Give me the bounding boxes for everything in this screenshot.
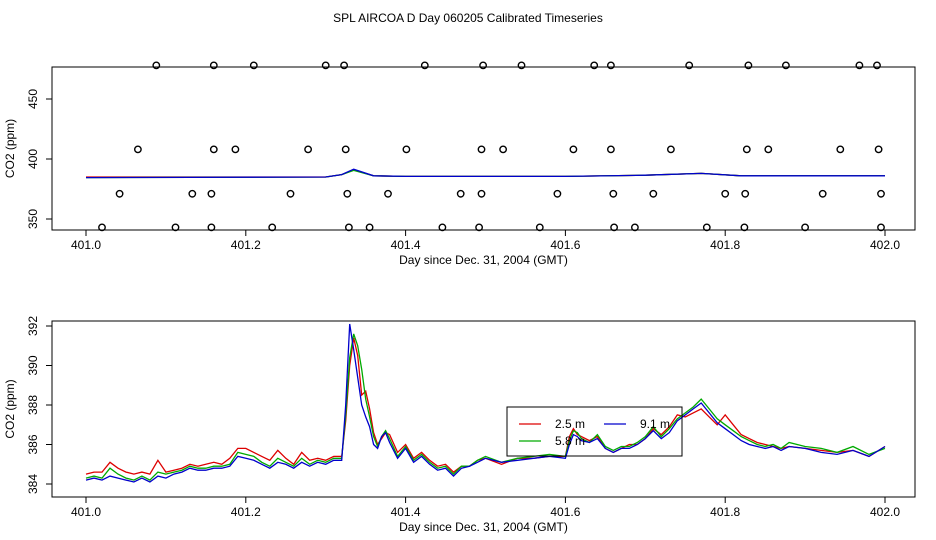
legend-label: 2.5 m xyxy=(555,417,585,431)
scatter-point xyxy=(742,145,751,154)
scatter-point xyxy=(249,61,258,70)
x-axis-label: Day since Dec. 31, 2004 (GMT) xyxy=(399,520,568,534)
series-line-9-1-m xyxy=(85,323,886,483)
x-tick-label: 401.0 xyxy=(71,238,101,252)
scatter-point xyxy=(607,61,615,70)
scatter-point xyxy=(438,223,447,232)
scatter-point xyxy=(631,223,639,232)
legend-label: 9.1 m xyxy=(640,417,670,431)
scatter-point xyxy=(344,223,353,232)
x-tick-label: 401.2 xyxy=(231,238,261,252)
scatter-point xyxy=(340,61,348,70)
scatter-point xyxy=(553,189,562,198)
scatter-point xyxy=(479,61,487,70)
y-tick-label: 386 xyxy=(26,434,40,454)
scatter-point xyxy=(384,189,392,198)
top-plot: 401.0 401.2 401.4 401.6 401.8 402.0 350 400 450 D… xyxy=(3,61,916,267)
scatter-point xyxy=(152,61,161,70)
scatter-point xyxy=(721,189,730,198)
scatter-point xyxy=(741,189,750,198)
scatter-point xyxy=(341,145,350,154)
x-tick-label: 402.0 xyxy=(870,505,900,519)
x-tick-label: 401.0 xyxy=(71,505,101,519)
scatter-point xyxy=(207,189,216,198)
legend-box xyxy=(506,406,683,457)
scatter-point xyxy=(667,145,675,154)
legend: 2.5 m 9.1 m 5.8 m xyxy=(506,406,683,457)
top-plot-frame xyxy=(51,66,916,231)
x-axis-label: Day since Dec. 31, 2004 (GMT) xyxy=(399,253,568,267)
scatter-point xyxy=(590,61,599,70)
x-tick-label: 401.2 xyxy=(231,505,261,519)
scatter-point xyxy=(569,145,578,154)
scatter-point xyxy=(764,145,773,154)
scatter-point xyxy=(209,145,218,154)
scatter-point xyxy=(477,145,486,154)
scatter-point xyxy=(499,145,507,154)
scatter-point xyxy=(801,223,809,232)
scatter-point xyxy=(782,61,790,70)
scatter-point xyxy=(836,145,845,154)
scatter-point xyxy=(877,223,885,232)
scatter-point xyxy=(607,145,615,154)
scatter-point xyxy=(744,61,753,70)
scatter-point xyxy=(649,189,658,198)
series-line-5-8-m xyxy=(85,333,886,481)
y-tick-label: 450 xyxy=(26,89,40,109)
y-tick-label: 390 xyxy=(26,355,40,375)
scatter-point xyxy=(133,145,142,154)
scatter-point xyxy=(343,189,352,198)
scatter-point xyxy=(402,145,411,154)
y-tick-label: 384 xyxy=(26,474,40,494)
scatter-point xyxy=(188,189,197,198)
y-axis-label: CO2 (ppm) xyxy=(3,379,17,438)
scatter-point xyxy=(874,145,883,154)
scatter-point xyxy=(517,61,526,70)
y-axis-label: CO2 (ppm) xyxy=(3,119,17,178)
scatter-point xyxy=(209,61,218,70)
scatter-point xyxy=(286,189,295,198)
scatter-point xyxy=(873,61,881,70)
scatter-point xyxy=(207,223,216,232)
y-tick-label: 400 xyxy=(26,149,40,169)
x-tick-label: 401.6 xyxy=(550,505,580,519)
bottom-plot: 401.0 401.2 401.4 401.6 401.8 402.0 384 386 388 3… xyxy=(3,316,916,534)
scatter-point xyxy=(304,145,312,154)
page-title: SPL AIRCOA D Day 060205 Calibrated Times… xyxy=(333,11,603,25)
scatter-point xyxy=(115,189,124,198)
scatter-point xyxy=(877,189,885,198)
scatter-point xyxy=(740,223,749,232)
scatter-point xyxy=(231,145,240,154)
series-line-2-5-m xyxy=(85,337,886,475)
y-tick-label: 388 xyxy=(26,395,40,415)
scatter-point xyxy=(268,223,277,232)
scatter-point xyxy=(475,223,483,232)
scatter-point xyxy=(610,223,618,232)
x-tick-label: 401.4 xyxy=(391,505,421,519)
x-tick-label: 401.4 xyxy=(391,238,421,252)
scatter-point xyxy=(818,189,827,198)
scatter-point xyxy=(98,223,106,232)
scatter-point xyxy=(321,61,330,70)
scatter-point xyxy=(365,223,374,232)
x-tick-label: 402.0 xyxy=(870,238,900,252)
scatter-point xyxy=(420,61,429,70)
y-tick-label: 392 xyxy=(26,316,40,336)
x-tick-label: 401.6 xyxy=(550,238,580,252)
scatter-point xyxy=(456,189,465,198)
scatter-point xyxy=(171,223,180,232)
scatter-point xyxy=(702,223,711,232)
legend-label: 5.8 m xyxy=(555,434,585,448)
y-tick-label: 350 xyxy=(26,209,40,229)
scatter-point xyxy=(685,61,694,70)
x-tick-label: 401.8 xyxy=(710,238,740,252)
x-tick-label: 401.8 xyxy=(710,505,740,519)
scatter-point xyxy=(477,189,486,198)
scatter-point xyxy=(609,189,618,198)
top-series-line-blue xyxy=(85,168,885,179)
scatter-point xyxy=(535,223,544,232)
scatter-point xyxy=(855,61,864,70)
